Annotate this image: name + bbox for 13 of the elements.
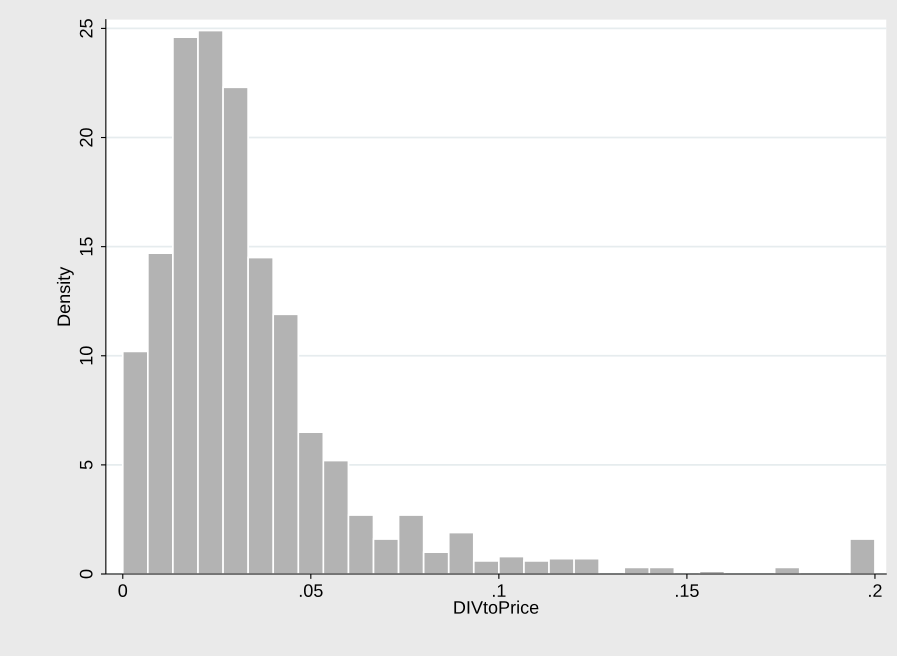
- x-tick-label: 0: [118, 584, 128, 597]
- x-axis-title: DIVtoPrice: [454, 600, 538, 614]
- y-tick-label: 5: [80, 460, 93, 470]
- y-tick-label: 25: [80, 19, 93, 38]
- y-axis-title: Density: [56, 266, 74, 326]
- x-tick-label: .1: [492, 584, 506, 597]
- x-tick-label: .05: [300, 584, 323, 597]
- x-tick-label: .15: [676, 584, 699, 597]
- x-tick-label: .2: [869, 584, 882, 597]
- y-tick-label: 20: [80, 128, 93, 147]
- y-tick-label: 15: [80, 237, 93, 256]
- y-tick-label: 10: [80, 346, 93, 364]
- y-tick-label: 0: [80, 570, 93, 578]
